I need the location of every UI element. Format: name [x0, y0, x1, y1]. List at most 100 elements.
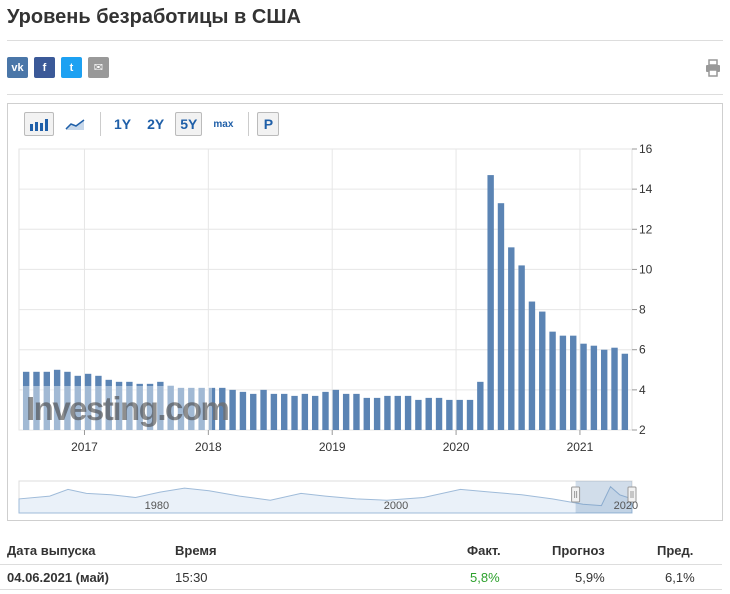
- previous-value: 6,1%: [665, 570, 695, 585]
- bar: [332, 389, 340, 430]
- bar: [84, 373, 92, 430]
- bar: [167, 385, 174, 430]
- forecast-value: 5,9%: [575, 570, 605, 585]
- watermark-backdrop: [22, 386, 212, 430]
- bar: [497, 203, 505, 430]
- bar: [95, 375, 102, 430]
- bar: [301, 393, 309, 430]
- header-time: Время: [175, 543, 217, 558]
- area-chart-icon: [65, 119, 85, 130]
- y-tick-label: 6: [639, 343, 646, 357]
- bar: [477, 381, 484, 430]
- bar: [559, 335, 567, 430]
- twitter-share-button[interactable]: t: [61, 57, 82, 78]
- y-tick-label: 8: [639, 303, 646, 317]
- navigator-label: 1980: [145, 500, 169, 512]
- table-divider: [0, 564, 722, 565]
- y-tick-label: 2: [639, 423, 646, 437]
- range-1y-button[interactable]: 1Y: [114, 116, 132, 132]
- navigator-selection: [575, 481, 632, 513]
- navigator-label: 2020: [614, 500, 638, 512]
- bar: [64, 371, 71, 430]
- bar: [43, 371, 51, 430]
- facebook-share-button[interactable]: f: [34, 57, 55, 78]
- bar: [394, 395, 401, 430]
- bar: [270, 393, 278, 430]
- bar: [219, 387, 226, 430]
- bar: [363, 397, 370, 430]
- release-time: 15:30: [175, 570, 208, 585]
- bar: [353, 393, 360, 430]
- bar-chart-button[interactable]: [24, 112, 54, 136]
- bar: [342, 393, 350, 430]
- header-actual: Факт.: [467, 543, 501, 558]
- y-tick-label: 14: [639, 182, 653, 196]
- bar: [384, 395, 391, 430]
- watermark: Investing.com: [22, 386, 230, 430]
- bar: [239, 391, 247, 430]
- navigator-handle: [627, 486, 637, 503]
- x-tick-label: 2017: [71, 440, 98, 454]
- bar: [570, 335, 577, 430]
- navigator-label: 2000: [384, 500, 408, 512]
- bar: [539, 311, 546, 430]
- y-tick-label: 16: [639, 142, 653, 156]
- bar: [198, 387, 205, 430]
- bar: [146, 383, 154, 430]
- bar: [415, 399, 422, 430]
- bar: [188, 387, 195, 430]
- bar: [528, 301, 536, 430]
- bar: [105, 379, 112, 430]
- bar: [590, 345, 598, 430]
- table-row: 04.06.2021 (май) 15:30 5,8% 5,9% 6,1%: [0, 567, 730, 589]
- header-previous: Пред.: [657, 543, 694, 558]
- range-max-button[interactable]: max: [213, 118, 234, 130]
- toolbar-separator: [100, 112, 101, 136]
- toolbar-separator: [248, 112, 250, 136]
- area-chart-button[interactable]: [60, 112, 90, 136]
- range-5y-button[interactable]: 5Y: [175, 112, 203, 136]
- bar: [281, 393, 288, 430]
- x-tick-label: 2020: [443, 440, 470, 454]
- bar: [22, 371, 30, 430]
- print-icon[interactable]: [705, 59, 721, 77]
- bar: [157, 381, 164, 430]
- bar: [518, 265, 525, 430]
- bar: [53, 369, 61, 430]
- bar: [115, 381, 123, 430]
- bar: [549, 331, 556, 430]
- divider: [7, 40, 723, 41]
- watermark-text: Investing.com: [26, 390, 229, 427]
- x-tick-label: 2018: [195, 440, 222, 454]
- bar: [260, 389, 267, 430]
- bar: [126, 381, 133, 430]
- divider: [7, 94, 723, 95]
- y-tick-label: 10: [639, 262, 653, 276]
- navigator-series: [18, 485, 633, 514]
- bar: [600, 349, 608, 430]
- bar: [621, 353, 629, 430]
- range-2y-button[interactable]: 2Y: [147, 116, 165, 132]
- bar: [446, 399, 453, 430]
- bar: [435, 397, 443, 430]
- header-forecast: Прогноз: [552, 543, 605, 558]
- bar-chart-icon: [30, 119, 48, 131]
- bar: [466, 399, 474, 430]
- chart-toolbar: 1Y 2Y 5Y max P: [24, 111, 285, 137]
- x-tick-label: 2019: [319, 440, 346, 454]
- bar: [33, 371, 40, 430]
- email-share-button[interactable]: ✉: [88, 57, 109, 78]
- bar: [404, 395, 412, 430]
- bar: [229, 389, 236, 430]
- bar: [250, 393, 257, 430]
- share-bar: vk f t ✉: [7, 57, 109, 78]
- bar: [136, 383, 143, 430]
- p-button[interactable]: P: [257, 112, 280, 136]
- vk-share-button[interactable]: vk: [7, 57, 28, 78]
- y-tick-label: 12: [639, 222, 653, 236]
- bar: [580, 343, 587, 430]
- table-divider: [0, 589, 722, 590]
- actual-value: 5,8%: [470, 570, 500, 585]
- bar: [456, 399, 463, 430]
